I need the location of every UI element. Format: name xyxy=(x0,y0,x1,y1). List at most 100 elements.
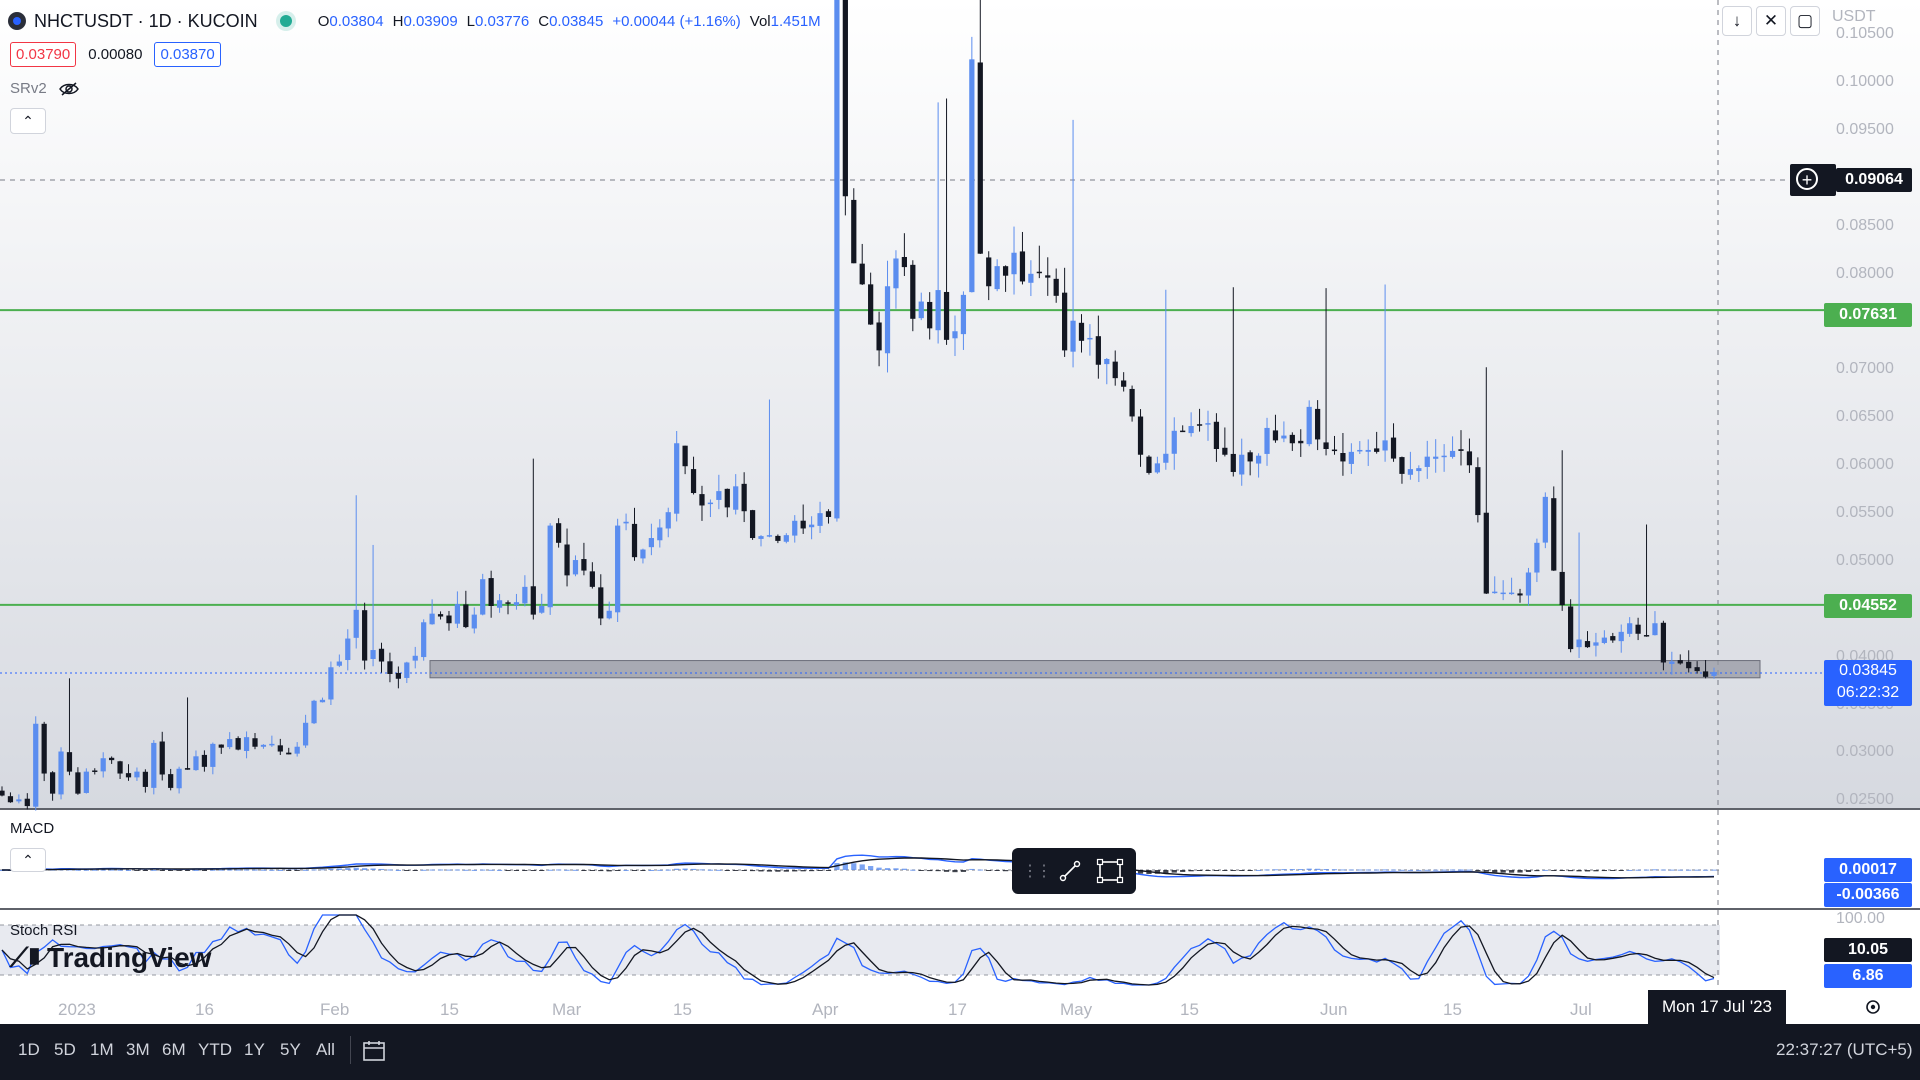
candle-body xyxy=(353,609,359,638)
macd-histogram-bar xyxy=(1272,869,1279,871)
range-button-3m[interactable]: 3M xyxy=(126,1040,150,1059)
macd-histogram-value: 0.00017 xyxy=(1824,858,1912,882)
indicator-name[interactable]: SRv2 xyxy=(10,80,47,97)
candle-body xyxy=(572,560,579,575)
candle-body xyxy=(151,742,157,788)
candle-body xyxy=(1365,449,1371,452)
eye-hidden-icon[interactable] xyxy=(58,81,79,97)
stoch-d-line xyxy=(1,914,1715,986)
candle-body xyxy=(1627,623,1633,634)
candle-body xyxy=(1525,572,1532,596)
candle-body xyxy=(1382,440,1388,451)
candle-body xyxy=(589,571,595,587)
candle-body xyxy=(16,799,22,802)
arrow-down-icon[interactable]: ↓ xyxy=(1722,6,1752,36)
macd-histogram-bar xyxy=(1466,869,1473,871)
trend-line-icon[interactable] xyxy=(1050,851,1090,891)
range-button-1m[interactable]: 1M xyxy=(90,1040,114,1059)
time-tick-label: 2023 xyxy=(58,1000,96,1019)
candle-body xyxy=(1264,427,1270,454)
candle-body xyxy=(1306,406,1312,445)
macd-histogram-bar xyxy=(977,869,983,871)
price-tick-label: 0.06000 xyxy=(1836,456,1894,474)
candle-body xyxy=(362,610,368,661)
macd-histogram-bar xyxy=(564,869,570,871)
currency-label[interactable]: USDT xyxy=(1832,8,1876,25)
candle-body xyxy=(682,445,688,467)
sell-price-button[interactable]: 0.03790 xyxy=(10,42,77,67)
candle-body xyxy=(623,521,629,524)
candle-body xyxy=(876,322,882,351)
stoch-rsi-title[interactable]: Stoch RSI xyxy=(10,922,78,939)
candle-body xyxy=(1281,435,1287,439)
macd-histogram-bar xyxy=(1213,870,1220,871)
candle-body xyxy=(943,291,950,340)
stoch-k-line xyxy=(1,914,1715,986)
macd-histogram-bar xyxy=(1500,870,1506,873)
macd-histogram-bar xyxy=(336,868,342,870)
macd-histogram-bar xyxy=(387,869,393,871)
price-tick-label: 0.05500 xyxy=(1836,504,1894,522)
macd-histogram-bar xyxy=(1559,870,1565,871)
time-axis[interactable] xyxy=(0,992,1920,1024)
macd-histogram-bar xyxy=(142,870,148,871)
floating-drawing-toolbar[interactable]: ⋮⋮ xyxy=(1012,848,1136,894)
range-button-5y[interactable]: 5Y xyxy=(280,1040,301,1059)
collapse-macd-button[interactable]: ⌃ xyxy=(10,848,46,872)
ohlc-value: +0.00044 (+1.16%) xyxy=(612,12,741,30)
market-status-dot-icon[interactable] xyxy=(279,15,292,27)
candle-body xyxy=(1643,635,1650,637)
support-zone-rectangle[interactable] xyxy=(429,660,1761,679)
macd-histogram-bar xyxy=(775,870,781,872)
macd-histogram-bar xyxy=(825,870,832,871)
macd-title[interactable]: MACD xyxy=(10,820,55,837)
candle-body xyxy=(859,263,865,285)
candle-body xyxy=(311,700,317,724)
drag-handle-icon[interactable]: ⋮⋮ xyxy=(1022,863,1052,880)
macd-histogram-bar xyxy=(792,870,798,872)
tradingview-watermark[interactable]: ⟋▮ TradingView xyxy=(10,942,211,974)
macd-histogram-bar xyxy=(184,870,191,871)
candle-body xyxy=(598,587,604,619)
candle-body xyxy=(429,613,435,625)
crosshair-date-label: Mon 17 Jul '23 xyxy=(1648,990,1786,1024)
macd-histogram-bar xyxy=(901,868,907,870)
macd-histogram-bar xyxy=(1348,869,1354,871)
plus-icon[interactable]: + xyxy=(1796,168,1818,190)
utc-clock[interactable]: 22:37:27 (UTC+5) xyxy=(1776,1040,1913,1059)
macd-histogram-bar xyxy=(1340,869,1346,871)
candle-body xyxy=(370,650,376,659)
candle-body xyxy=(277,745,283,752)
macd-histogram-bar xyxy=(572,869,579,871)
time-tick-label: 16 xyxy=(195,1000,214,1019)
rectangle-tool-icon[interactable] xyxy=(1090,851,1130,891)
candle-body xyxy=(92,770,98,772)
candle-body xyxy=(918,301,924,319)
collapse-arrows-icon[interactable]: ✕ xyxy=(1756,6,1786,36)
candle-body xyxy=(724,488,730,508)
range-button-1y[interactable]: 1Y xyxy=(244,1040,265,1059)
candle-body xyxy=(1070,320,1076,352)
range-button-5d[interactable]: 5D xyxy=(54,1040,76,1059)
calendar-goto-icon[interactable] xyxy=(362,1040,388,1062)
candle-body xyxy=(446,615,452,624)
candle-body xyxy=(100,758,106,772)
candle-body xyxy=(1694,667,1700,672)
candle-body xyxy=(1568,606,1574,650)
range-button-6m[interactable]: 6M xyxy=(162,1040,186,1059)
range-button-1d[interactable]: 1D xyxy=(18,1040,40,1059)
candle-body xyxy=(83,771,89,793)
maximize-icon[interactable]: ▢ xyxy=(1790,6,1820,36)
buy-price-button[interactable]: 0.03870 xyxy=(154,42,221,67)
macd-histogram-bar xyxy=(623,869,629,871)
range-button-ytd[interactable]: YTD xyxy=(198,1040,232,1059)
macd-histogram-bar xyxy=(1222,870,1228,871)
gear-icon[interactable] xyxy=(1862,996,1884,1018)
range-button-all[interactable]: All xyxy=(316,1040,335,1059)
symbol-title[interactable]: NHCTUSDT · 1D · KUCOIN xyxy=(34,10,258,31)
ohlc-key: O xyxy=(317,12,330,30)
candle-body xyxy=(1121,380,1127,387)
chart-canvas[interactable] xyxy=(0,0,1920,992)
collapse-legend-button[interactable]: ⌃ xyxy=(10,108,46,134)
candle-body xyxy=(1062,292,1068,351)
